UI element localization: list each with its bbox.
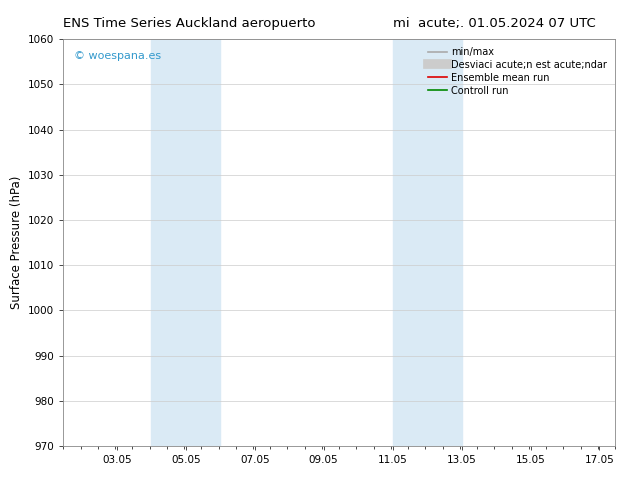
Bar: [392, 39, 462, 446]
Bar: [152, 39, 220, 446]
Legend: min/max, Desviaci acute;n est acute;ndar, Ensemble mean run, Controll run: min/max, Desviaci acute;n est acute;ndar…: [425, 44, 610, 98]
Text: mi  acute;. 01.05.2024 07 UTC: mi acute;. 01.05.2024 07 UTC: [393, 17, 596, 30]
Text: ENS Time Series Auckland aeropuerto: ENS Time Series Auckland aeropuerto: [63, 17, 316, 30]
Text: © woespana.es: © woespana.es: [74, 51, 162, 61]
Y-axis label: Surface Pressure (hPa): Surface Pressure (hPa): [10, 176, 23, 309]
